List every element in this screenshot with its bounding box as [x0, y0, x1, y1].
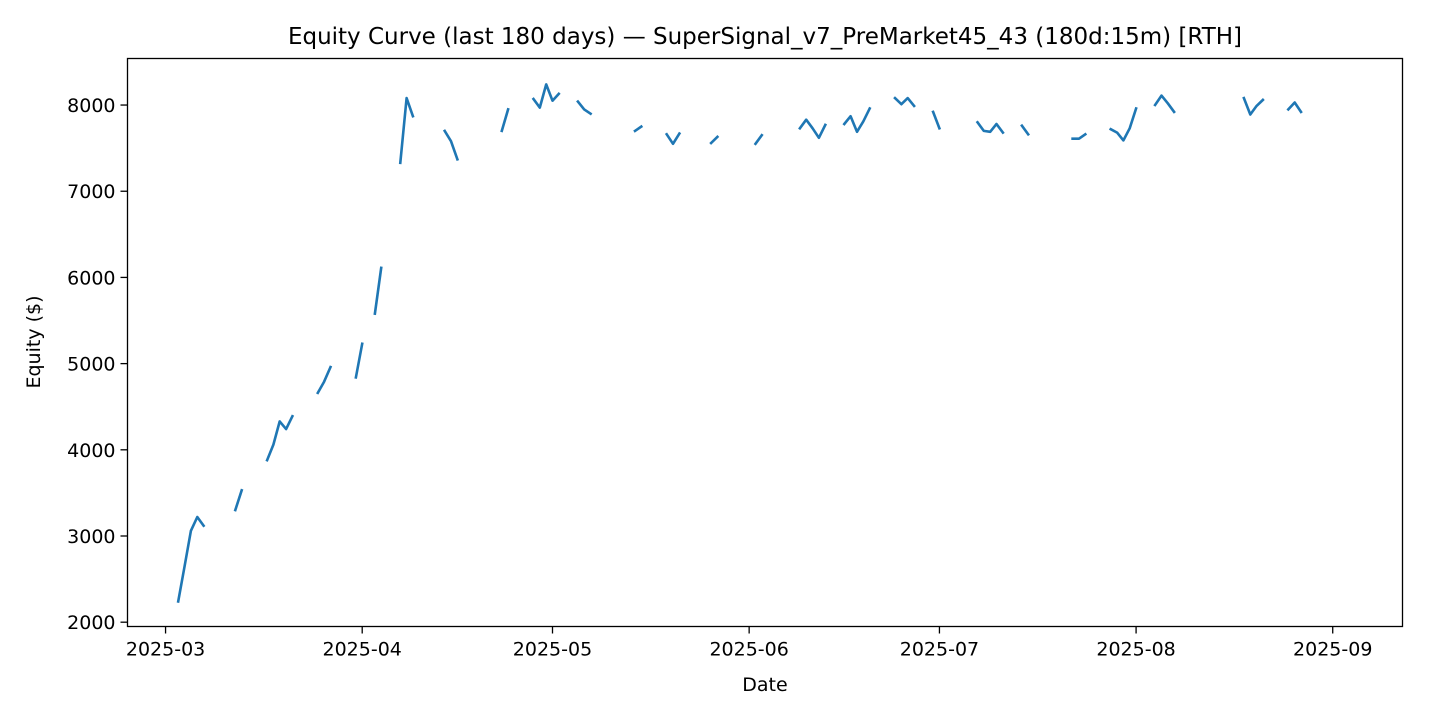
equity-line-segment	[798, 118, 828, 140]
equity-line-segment	[265, 414, 295, 462]
x-tick-label: 2025-06	[709, 639, 788, 661]
chart-title: Equity Curve (last 180 days) — SuperSign…	[288, 24, 1242, 50]
y-axis-label: Equity ($)	[23, 295, 45, 388]
x-tick-label: 2025-05	[513, 639, 592, 661]
equity-line-segment	[709, 135, 720, 145]
equity-line-segment	[442, 129, 460, 161]
equity-line-segment	[1020, 123, 1031, 137]
y-tick-label: 6000	[67, 267, 115, 289]
x-axis: 2025-03 2025-04 2025-05 2025-06 2025-07 2025-…	[126, 626, 1372, 661]
x-tick-label: 2025-08	[1096, 639, 1175, 661]
equity-line-segment	[354, 342, 364, 379]
equity-line-segment	[842, 106, 872, 134]
equity-line-segment	[1108, 106, 1138, 142]
equity-line-segment	[975, 120, 1005, 135]
x-tick-label: 2025-03	[126, 639, 205, 661]
equity-line-segment	[1071, 132, 1088, 140]
equity-line-segment	[753, 133, 764, 146]
x-tick-label: 2025-07	[900, 639, 979, 661]
equity-line-segment	[1242, 96, 1265, 116]
equity-line-segment	[316, 365, 333, 395]
equity-line-segment	[373, 266, 383, 316]
equity-line-segment	[931, 110, 942, 130]
equity-line-segment	[633, 124, 644, 133]
y-axis: 2000 3000 4000 5000 6000 7000 8000	[67, 95, 128, 634]
equity-line-segment	[576, 99, 593, 116]
equity-line-segment	[176, 515, 206, 604]
y-tick-label: 7000	[67, 181, 115, 203]
equity-line-segment	[893, 96, 916, 108]
y-tick-label: 5000	[67, 354, 115, 376]
y-tick-label: 3000	[67, 526, 115, 548]
equity-line-segment	[233, 488, 244, 512]
equity-line-segment	[1153, 94, 1176, 114]
plot-frame	[126, 57, 1404, 628]
equity-line-segment	[1286, 101, 1303, 114]
x-tick-label: 2025-04	[323, 639, 402, 661]
equity-line-segment	[531, 83, 561, 109]
y-tick-label: 2000	[67, 612, 115, 634]
plot-lines	[176, 83, 1303, 604]
x-axis-label: Date	[742, 674, 787, 696]
y-tick-label: 8000	[67, 95, 115, 117]
equity-line-segment	[398, 96, 415, 165]
equity-line-segment	[664, 131, 682, 146]
x-tick-label: 2025-09	[1293, 639, 1372, 661]
equity-line-segment	[500, 107, 510, 133]
y-tick-label: 4000	[67, 440, 115, 462]
